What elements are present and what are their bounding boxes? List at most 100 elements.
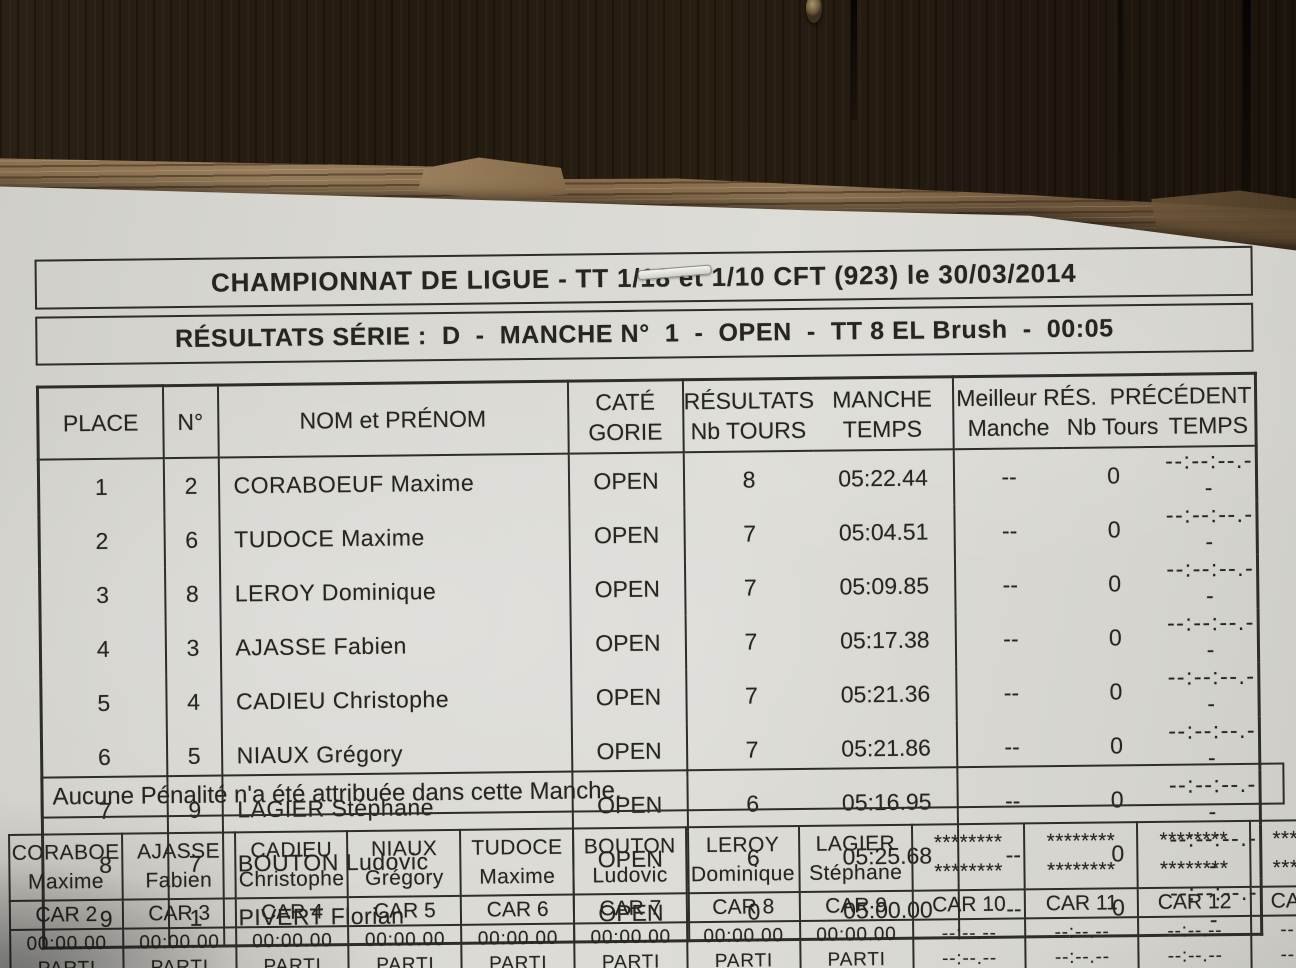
category-cell: OPEN (570, 669, 687, 725)
car-status: PARTI (11, 956, 122, 968)
car-time: --:--.-- (941, 922, 997, 945)
car-status: PARTI (263, 955, 322, 968)
car-time: --:--.-- (1054, 921, 1110, 944)
time-cell: 05:17.38 (815, 612, 956, 668)
place-cell: 3 (39, 567, 166, 623)
car-driver-surname: TUDOCE (471, 835, 563, 860)
place-cell: 2 (38, 513, 165, 569)
previous-group-label: Meilleur RÉS. PRÉCÉDENT (956, 381, 1252, 411)
subcol-prev-nb-tours: Nb Tours (1066, 412, 1159, 440)
results-sheet: CHAMPIONNAT DE LIGUE - TT 1/18 et 1/10 C… (0, 186, 1296, 968)
car-driver-firstname: ******** (1046, 858, 1116, 883)
car-driver-firstname: Ludovic (592, 863, 668, 888)
driver-name-cell: LEROY Dominique (219, 562, 571, 621)
car-driver-cell: BOUTON Ludovic (573, 827, 687, 895)
car-status: --:--.-- (1167, 945, 1223, 967)
car-time-cell: 00:00.00 PARTI (461, 923, 575, 968)
car-time: --:--.-- (1167, 920, 1223, 942)
car-driver-cell: NIAUX Grégory (347, 829, 462, 898)
place-cell: 1 (38, 458, 164, 515)
sheet-content: CHAMPIONNAT DE LIGUE - TT 1/18 et 1/10 C… (0, 186, 1296, 968)
manche-group-label-right: MANCHE (832, 384, 933, 413)
car-number-cell: 3 (165, 620, 221, 676)
prev-manche-cell: -- (1001, 462, 1017, 490)
car-id-cell: CAR 9 (799, 890, 913, 921)
laps-cell: 7 (744, 681, 759, 709)
col-header-name: NOM et PRÉNOM (217, 381, 569, 458)
push-pin (806, 0, 822, 23)
driver-name-cell: TUDOCE Maxime (218, 508, 570, 567)
laps-cell: 8 (742, 465, 756, 493)
car-driver-firstname: ******** (934, 859, 1003, 884)
wood-plank-gap (1243, 0, 1251, 230)
car-time-cell: 00:00.00 PARTI (574, 922, 688, 968)
car-driver-cell: TUDOCE Maxime (460, 828, 574, 896)
car-time: --:--.-- (1280, 918, 1296, 941)
subtitle-box: RÉSULTATS SÉRIE : D - MANCHE N° 1 - OPEN… (35, 302, 1254, 366)
prev-time-cell: --:--:--.-- (1166, 608, 1255, 663)
car-time-cell: 00:00.00 PARTI (687, 920, 801, 968)
subcol-prev-manche: Manche (967, 413, 1050, 441)
subcol-prev-temps: TEMPS (1168, 411, 1249, 439)
car-time: 00:00.00 (816, 923, 897, 946)
car-time: 00:00.00 (364, 929, 446, 951)
car-id-cell: CAR 8 (686, 891, 800, 923)
car-id-cell: CAR 6 (461, 894, 575, 925)
car-status: --:--.-- (1280, 943, 1296, 966)
car-status: --:--.-- (1054, 946, 1110, 968)
col-header-category: CATÉ GORIE (567, 379, 684, 454)
car-status: PARTI (601, 951, 661, 968)
prev-manche-cell: -- (1001, 516, 1018, 544)
car-time-cell: --:--.-- --:--.-- (912, 918, 1027, 968)
car-driver-firstname: Grégory (364, 866, 444, 890)
subcol-temps: TEMPS (842, 415, 923, 442)
car-number-cell: 6 (163, 512, 220, 568)
car-id-cell: CAR 12 (1137, 886, 1252, 918)
prev-laps-cell: 0 (1106, 461, 1121, 488)
category-cell: OPEN (568, 507, 685, 563)
col-header-manche-group: RÉSULTATS MANCHE Nb TOURS TEMPS (682, 376, 954, 453)
category-cell: OPEN (569, 561, 686, 617)
car-driver-firstname: Stéphane (809, 860, 903, 885)
prev-laps-cell: 0 (1108, 623, 1122, 650)
prev-manche-cell: -- (1002, 570, 1019, 598)
time-cell: 05:21.36 (815, 666, 957, 722)
car-driver-firstname: ******** (1159, 857, 1229, 881)
car-driver-cell: ******** ******** (1137, 820, 1251, 889)
car-driver-firstname: Dominique (690, 862, 796, 887)
car-driver-cell: ******** ******** (911, 823, 1026, 891)
wood-plank-gap (851, 0, 857, 120)
prev-time-cell: --:--:--.-- (1165, 446, 1254, 501)
car-driver-surname: ******** (1159, 828, 1229, 852)
place-cell: 5 (40, 675, 167, 731)
car-driver-surname: NIAUX (370, 837, 438, 861)
car-time-cell: --:--.-- --:--.-- (1251, 914, 1296, 968)
car-driver-firstname: Fabien (145, 868, 213, 893)
car-status: --:--.-- (941, 947, 998, 968)
car-driver-cell: LAGIER Stéphane (798, 824, 913, 892)
results-header-row: PLACE N° NOM et PRÉNOM CATÉ GORIE (37, 373, 1257, 460)
category-cell: OPEN (570, 615, 686, 671)
car-driver-surname: ******** (1272, 826, 1296, 851)
car-driver-cell: ******** ******** (1250, 819, 1296, 887)
driver-name-cell: CADIEU Christophe (220, 670, 572, 729)
car-driver-surname: CORABOE (11, 840, 120, 865)
car-status: PARTI (489, 952, 548, 968)
car-time-cell: 00:00.00 PARTI (10, 928, 124, 968)
car-status: PARTI (376, 954, 435, 968)
col-header-previous-group: Meilleur RÉS. PRÉCÉDENT Manche Nb Tours … (952, 373, 1257, 450)
manche-group-label-left: RÉSULTATS (683, 386, 815, 414)
prev-laps-cell: 0 (1109, 677, 1123, 704)
car-id-cell: CAR 13 (1250, 885, 1296, 916)
prev-manche-cell: -- (1003, 624, 1019, 652)
cars-table: CORABOE Maxime AJASSE Fabien CADIEU (8, 818, 1296, 968)
prev-time-cell: --:--:--.-- (1167, 662, 1256, 717)
car-driver-cell: ******** ******** (1024, 822, 1138, 890)
car-id-cell: CAR 5 (348, 895, 462, 927)
car-driver-firstname: Maxime (479, 864, 556, 889)
laps-cell: 7 (744, 627, 758, 655)
car-driver-firstname: ******** (1272, 855, 1296, 880)
penalty-note: Aucune Pénalité n'a été attribuée dans c… (52, 777, 622, 811)
time-cell: 05:09.85 (814, 558, 956, 614)
